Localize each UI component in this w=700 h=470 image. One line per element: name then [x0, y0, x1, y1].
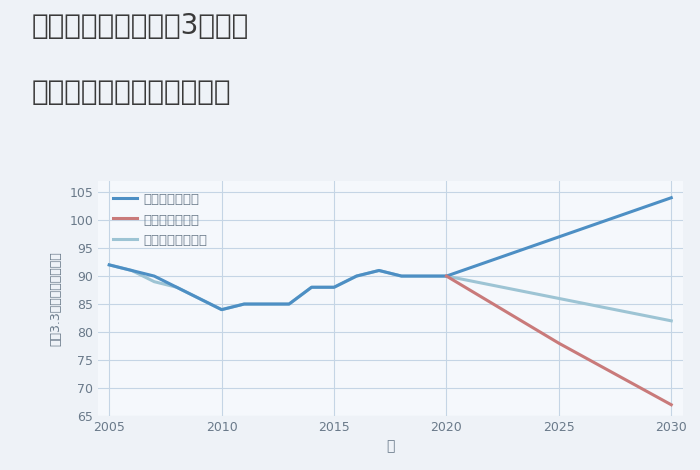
ノーマルシナリオ	[240, 301, 248, 307]
グッドシナリオ	[195, 296, 204, 301]
グッドシナリオ	[442, 273, 451, 279]
ノーマルシナリオ	[172, 284, 181, 290]
グッドシナリオ	[105, 262, 113, 268]
グッドシナリオ	[374, 267, 383, 273]
グッドシナリオ	[150, 273, 158, 279]
ノーマルシナリオ	[330, 284, 338, 290]
ノーマルシナリオ	[667, 318, 676, 324]
グッドシナリオ	[285, 301, 293, 307]
ノーマルシナリオ	[195, 296, 204, 301]
グッドシナリオ	[667, 195, 676, 201]
ノーマルシナリオ	[105, 262, 113, 268]
グッドシナリオ	[554, 234, 563, 240]
ノーマルシナリオ	[127, 267, 136, 273]
ノーマルシナリオ	[554, 296, 563, 301]
ノーマルシナリオ	[374, 267, 383, 273]
ノーマルシナリオ	[262, 301, 271, 307]
グッドシナリオ	[398, 273, 406, 279]
Line: ノーマルシナリオ: ノーマルシナリオ	[109, 265, 671, 321]
グッドシナリオ	[262, 301, 271, 307]
Legend: グッドシナリオ, バッドシナリオ, ノーマルシナリオ: グッドシナリオ, バッドシナリオ, ノーマルシナリオ	[111, 190, 210, 250]
グッドシナリオ	[127, 267, 136, 273]
ノーマルシナリオ	[420, 273, 428, 279]
ノーマルシナリオ	[218, 307, 226, 313]
グッドシナリオ	[240, 301, 248, 307]
グッドシナリオ	[352, 273, 361, 279]
ノーマルシナリオ	[398, 273, 406, 279]
Text: 三重県名張市希央台3番町の: 三重県名張市希央台3番町の	[32, 12, 248, 40]
グッドシナリオ	[420, 273, 428, 279]
Text: 中古マンションの価格推移: 中古マンションの価格推移	[32, 78, 231, 106]
ノーマルシナリオ	[150, 279, 158, 284]
グッドシナリオ	[218, 307, 226, 313]
X-axis label: 年: 年	[386, 439, 394, 454]
グッドシナリオ	[307, 284, 316, 290]
ノーマルシナリオ	[285, 301, 293, 307]
バッドシナリオ	[442, 273, 451, 279]
ノーマルシナリオ	[442, 273, 451, 279]
バッドシナリオ	[554, 340, 563, 346]
ノーマルシナリオ	[307, 284, 316, 290]
Line: バッドシナリオ: バッドシナリオ	[447, 276, 671, 405]
バッドシナリオ	[667, 402, 676, 407]
Y-axis label: 平（3.3㎡）単価（万円）: 平（3.3㎡）単価（万円）	[49, 251, 62, 346]
Line: グッドシナリオ: グッドシナリオ	[109, 198, 671, 310]
ノーマルシナリオ	[352, 273, 361, 279]
グッドシナリオ	[172, 284, 181, 290]
グッドシナリオ	[330, 284, 338, 290]
